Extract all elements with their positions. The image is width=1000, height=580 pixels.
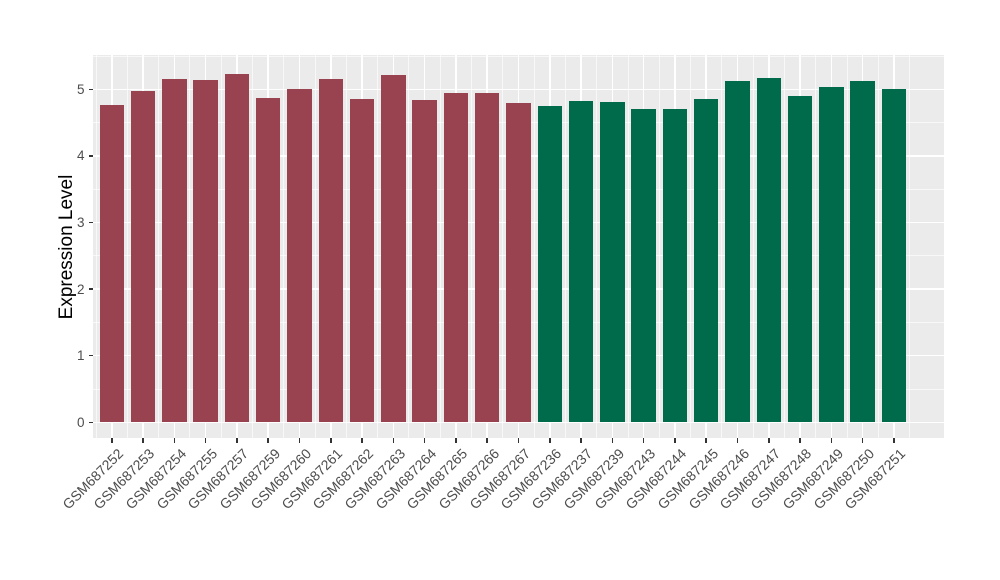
y-axis-title: Expression Level [56, 174, 77, 319]
y-tick-label: 0 [76, 414, 85, 430]
x-minor-gridline [377, 55, 379, 438]
bar-GSM687237 [568, 100, 594, 423]
y-tick-mark [88, 354, 93, 357]
bar-GSM687265 [443, 93, 469, 423]
x-minor-gridline [345, 55, 347, 438]
x-tick-mark [549, 438, 551, 443]
x-minor-gridline [471, 55, 473, 438]
x-tick-mark [236, 438, 238, 443]
x-minor-gridline [95, 55, 97, 438]
x-minor-gridline [846, 55, 848, 438]
x-tick-mark [674, 438, 676, 443]
y-tick-label: 5 [76, 81, 85, 97]
x-minor-gridline [783, 55, 785, 438]
x-minor-gridline [564, 55, 566, 438]
x-tick-mark [705, 438, 707, 443]
y-tick-mark [88, 421, 93, 424]
x-minor-gridline [189, 55, 191, 438]
bar-GSM687244 [662, 109, 688, 423]
bar-GSM687267 [506, 102, 531, 423]
x-minor-gridline [533, 55, 535, 438]
x-tick-mark [861, 438, 864, 443]
x-tick-mark [517, 438, 520, 443]
bar-GSM687247 [756, 77, 781, 423]
bar-GSM687239 [600, 101, 625, 423]
x-tick-mark [298, 438, 301, 443]
bar-GSM687255 [193, 79, 218, 423]
x-minor-gridline [690, 55, 692, 438]
bar-GSM687261 [318, 79, 343, 423]
x-tick-mark [142, 438, 144, 443]
x-minor-gridline [252, 55, 254, 438]
bar-GSM687266 [475, 92, 500, 423]
x-minor-gridline [439, 55, 441, 438]
bar-GSM687250 [850, 80, 875, 423]
y-tick-label: 2 [76, 281, 85, 297]
y-tick-mark [88, 88, 93, 91]
bar-GSM687248 [787, 95, 813, 423]
x-minor-gridline [220, 55, 222, 438]
x-tick-mark [330, 438, 332, 443]
x-tick-mark [111, 438, 113, 443]
x-minor-gridline [658, 55, 660, 438]
x-minor-gridline [752, 55, 754, 438]
x-tick-mark [580, 438, 582, 443]
x-minor-gridline [408, 55, 410, 438]
plot-panel [93, 55, 944, 438]
x-tick-mark [486, 438, 488, 443]
x-tick-mark [423, 438, 426, 443]
x-minor-gridline [721, 55, 723, 438]
bar-GSM687245 [694, 98, 719, 423]
bar-GSM687252 [99, 104, 124, 423]
y-tick-label: 1 [76, 348, 85, 364]
bar-GSM687263 [381, 74, 406, 423]
y-tick-mark [88, 288, 93, 290]
x-tick-mark [204, 438, 207, 443]
bar-GSM687264 [412, 99, 437, 423]
x-minor-gridline [627, 55, 629, 438]
x-tick-mark [361, 438, 363, 443]
x-minor-gridline [158, 55, 160, 438]
x-minor-gridline [283, 55, 285, 438]
bar-GSM687253 [130, 91, 156, 423]
bar-GSM687262 [349, 98, 375, 423]
x-minor-gridline [126, 55, 128, 438]
x-tick-mark [768, 438, 770, 443]
bar-GSM687236 [537, 105, 562, 423]
x-tick-mark [173, 438, 176, 443]
y-tick-mark [88, 155, 93, 157]
x-tick-mark [736, 438, 739, 443]
x-tick-mark [642, 438, 645, 443]
bar-GSM687246 [725, 81, 750, 423]
bar-GSM687243 [631, 109, 656, 423]
x-minor-gridline [314, 55, 316, 438]
bar-GSM687260 [287, 89, 312, 423]
bar-GSM687249 [819, 86, 844, 423]
x-minor-gridline [502, 55, 504, 438]
bar-GSM687254 [162, 78, 187, 423]
x-minor-gridline [596, 55, 598, 438]
x-minor-gridline [877, 55, 879, 438]
x-tick-mark [455, 438, 457, 443]
x-minor-gridline [815, 55, 817, 438]
x-tick-mark [893, 438, 895, 443]
x-tick-mark [392, 438, 395, 443]
bar-GSM687257 [224, 73, 250, 423]
x-tick-mark [267, 438, 269, 443]
y-tick-mark [88, 221, 93, 224]
x-minor-gridline [909, 55, 911, 438]
bar-GSM687251 [881, 88, 907, 423]
bar-GSM687259 [256, 97, 281, 423]
x-tick-mark [799, 438, 801, 443]
y-tick-label: 4 [76, 148, 85, 164]
x-tick-mark [611, 438, 614, 443]
y-tick-label: 3 [76, 215, 85, 230]
x-tick-mark [830, 438, 833, 443]
